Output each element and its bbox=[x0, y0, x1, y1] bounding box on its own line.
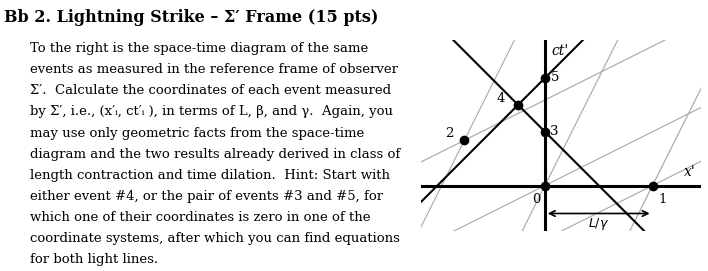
Text: either event #4, or the pair of events #3 and #5, for: either event #4, or the pair of events #… bbox=[30, 190, 383, 203]
Text: which one of their coordinates is zero in one of the: which one of their coordinates is zero i… bbox=[30, 211, 370, 224]
Text: by Σ′, i.e., (x′ᵢ, ct′ᵢ ), in terms of L, β, and γ.  Again, you: by Σ′, i.e., (x′ᵢ, ct′ᵢ ), in terms of L… bbox=[30, 105, 393, 118]
Text: events as measured in the reference frame of observer: events as measured in the reference fram… bbox=[30, 63, 398, 76]
Text: x': x' bbox=[684, 165, 695, 179]
Text: To the right is the space-time diagram of the same: To the right is the space-time diagram o… bbox=[30, 42, 368, 55]
Text: 0: 0 bbox=[532, 193, 540, 206]
Text: $L/\gamma$: $L/\gamma$ bbox=[588, 216, 610, 232]
Text: 4: 4 bbox=[497, 92, 505, 105]
Text: diagram and the two results already derived in class of: diagram and the two results already deri… bbox=[30, 148, 400, 161]
Text: Σ′.  Calculate the coordinates of each event measured: Σ′. Calculate the coordinates of each ev… bbox=[30, 84, 391, 97]
Text: ct': ct' bbox=[552, 44, 569, 57]
Text: Bb 2. Lightning Strike – Σ′ Frame (15 pts): Bb 2. Lightning Strike – Σ′ Frame (15 pt… bbox=[4, 9, 378, 27]
Text: for both light lines.: for both light lines. bbox=[30, 253, 158, 266]
Text: 5: 5 bbox=[550, 72, 559, 85]
Text: 1: 1 bbox=[658, 193, 666, 206]
Text: may use only geometric facts from the space-time: may use only geometric facts from the sp… bbox=[30, 127, 364, 140]
Text: length contraction and time dilation.  Hint: Start with: length contraction and time dilation. Hi… bbox=[30, 169, 389, 182]
Text: 3: 3 bbox=[550, 125, 559, 138]
Text: coordinate systems, after which you can find equations: coordinate systems, after which you can … bbox=[30, 232, 399, 245]
Text: 2: 2 bbox=[445, 127, 453, 140]
